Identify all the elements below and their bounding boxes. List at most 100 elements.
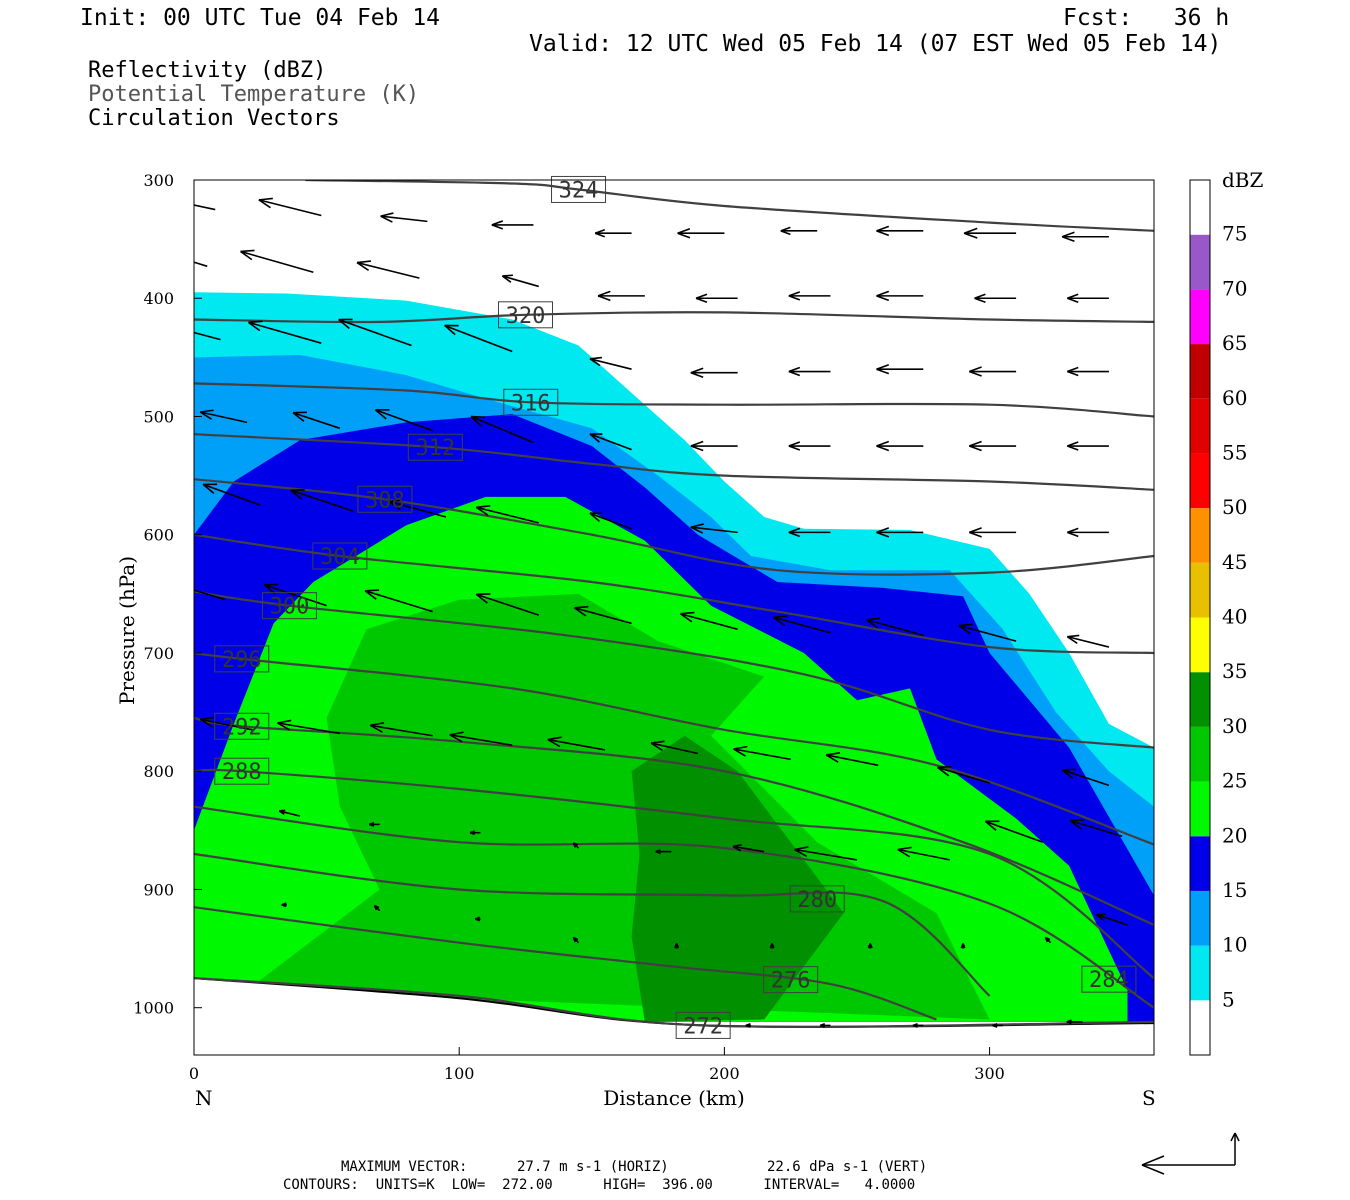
circulation-vector bbox=[780, 226, 818, 236]
theta-contour-320 bbox=[194, 311, 1154, 324]
colorbar-cell bbox=[1190, 617, 1210, 673]
colorbar-cell bbox=[1190, 836, 1210, 891]
y-axis-label: Pressure (hPa) bbox=[115, 556, 139, 705]
circulation-vector bbox=[1067, 441, 1109, 451]
circulation-vector bbox=[876, 225, 924, 237]
circulation-vector bbox=[292, 411, 341, 430]
colorbar-tick-label: 15 bbox=[1222, 878, 1247, 902]
below-ground-mask bbox=[194, 978, 1154, 1055]
circulation-vector bbox=[897, 846, 950, 861]
circulation-vector bbox=[338, 318, 412, 347]
x-axis-label: Distance (km) bbox=[603, 1086, 745, 1110]
colorbar-cell bbox=[1190, 180, 1210, 235]
circulation-vector bbox=[258, 197, 322, 217]
theta-contour-304 bbox=[194, 533, 1154, 655]
theta-label-316: 316 bbox=[503, 388, 559, 416]
colorbar-cell bbox=[1190, 890, 1210, 946]
colorbar-tick-label: 20 bbox=[1222, 823, 1247, 847]
colorbar-cell bbox=[1190, 344, 1210, 399]
svg-text:312: 312 bbox=[415, 436, 455, 461]
svg-text:316: 316 bbox=[511, 391, 551, 416]
circulation-vector bbox=[589, 356, 632, 370]
circulation-vector bbox=[732, 844, 765, 853]
theta-contour-276 bbox=[194, 906, 937, 1021]
x-tick-label: 100 bbox=[444, 1064, 475, 1083]
svg-text:280: 280 bbox=[797, 888, 837, 913]
colorbar-tick-label: 30 bbox=[1222, 714, 1247, 738]
colorbar-cell bbox=[1190, 1000, 1210, 1055]
y-tick-label: 700 bbox=[143, 644, 174, 663]
circulation-vector bbox=[679, 611, 738, 631]
svg-text:288: 288 bbox=[222, 760, 262, 785]
colorbar-tick-label: 55 bbox=[1222, 440, 1247, 464]
theta-contour-284 bbox=[194, 805, 1154, 1009]
svg-text:284: 284 bbox=[1089, 968, 1129, 993]
circulation-vector bbox=[388, 499, 447, 518]
circulation-vector bbox=[867, 943, 873, 949]
colorbar-tick-label: 70 bbox=[1222, 276, 1247, 300]
circulation-vector bbox=[992, 1022, 1003, 1028]
circulation-vector bbox=[572, 842, 580, 849]
y-tick-label: 900 bbox=[143, 880, 174, 899]
theta-contour-288 bbox=[194, 768, 1154, 979]
circulation-vector bbox=[373, 904, 381, 912]
theta-contour-324 bbox=[305, 180, 1154, 232]
theta-label-272: 272 bbox=[675, 1011, 731, 1039]
svg-text:272: 272 bbox=[683, 1014, 723, 1039]
colorbar-tick-label: 10 bbox=[1222, 933, 1247, 957]
theta-label-308: 308 bbox=[357, 485, 413, 513]
svg-text:304: 304 bbox=[320, 545, 360, 570]
circulation-vector bbox=[969, 440, 1017, 452]
colorbar-cell bbox=[1190, 289, 1210, 345]
circulation-vector bbox=[690, 523, 738, 534]
circulation-vector bbox=[594, 228, 632, 238]
circulation-vector bbox=[474, 916, 481, 922]
plot-frame bbox=[193, 179, 1155, 1056]
circulation-vector bbox=[278, 809, 301, 817]
colorbar-tick-label: 25 bbox=[1222, 769, 1247, 793]
circulation-vector bbox=[374, 409, 433, 432]
colorbar-tick-label: 60 bbox=[1222, 386, 1247, 410]
theta-label-288: 288 bbox=[214, 757, 270, 785]
circulation-vector bbox=[788, 441, 831, 451]
circulation-vector bbox=[199, 716, 253, 731]
circulation-vector bbox=[794, 846, 858, 861]
circulation-vector bbox=[769, 943, 775, 949]
circulation-vector bbox=[876, 527, 924, 538]
forecast-hour: Fcst: 36 h bbox=[1063, 5, 1230, 31]
colorbar-cell bbox=[1190, 945, 1210, 1001]
circulation-vector bbox=[277, 719, 340, 735]
circulation-vector bbox=[695, 293, 738, 303]
circulation-vector bbox=[202, 483, 261, 506]
y-tick-label: 400 bbox=[143, 289, 174, 308]
svg-text:292: 292 bbox=[222, 715, 262, 740]
circulation-vector bbox=[199, 409, 248, 424]
circulation-vector bbox=[1067, 527, 1109, 538]
circulation-vector bbox=[984, 820, 1043, 843]
colorbar-tick-label: 50 bbox=[1222, 495, 1247, 519]
circulation-vector bbox=[597, 290, 645, 302]
legend-circulation-vectors: Circulation Vectors bbox=[88, 106, 340, 131]
circulation-vector bbox=[733, 745, 791, 761]
svg-text:276: 276 bbox=[771, 969, 811, 994]
circulation-vector bbox=[547, 736, 606, 751]
max-vector-vert: 22.6 dPa s-1 (VERT) bbox=[767, 1159, 928, 1175]
theta-label-320: 320 bbox=[497, 301, 553, 329]
circulation-vector bbox=[912, 1022, 924, 1028]
theta-label-284: 284 bbox=[1081, 965, 1137, 993]
circulation-vector bbox=[475, 593, 540, 616]
contour-info: CONTOURS: UNITS=K LOW= 272.00 HIGH= 396.… bbox=[283, 1177, 916, 1193]
max-vector-label: MAXIMUM VECTOR: bbox=[341, 1159, 468, 1175]
colorbar-tick-label: 40 bbox=[1222, 605, 1247, 629]
circulation-vector bbox=[690, 440, 738, 452]
theta-contour-308 bbox=[194, 478, 1154, 576]
circulation-vector bbox=[677, 227, 725, 239]
circulation-vector bbox=[655, 849, 672, 855]
colorbar-frame bbox=[1189, 179, 1211, 1056]
circulation-vector bbox=[1067, 293, 1109, 303]
theta-contour-280 bbox=[194, 852, 991, 997]
theta-label-324: 324 bbox=[551, 175, 607, 203]
theta-contour-272 bbox=[194, 977, 1154, 1028]
circulation-vector bbox=[248, 320, 322, 344]
colorbar-tick-label: 5 bbox=[1222, 987, 1235, 1011]
